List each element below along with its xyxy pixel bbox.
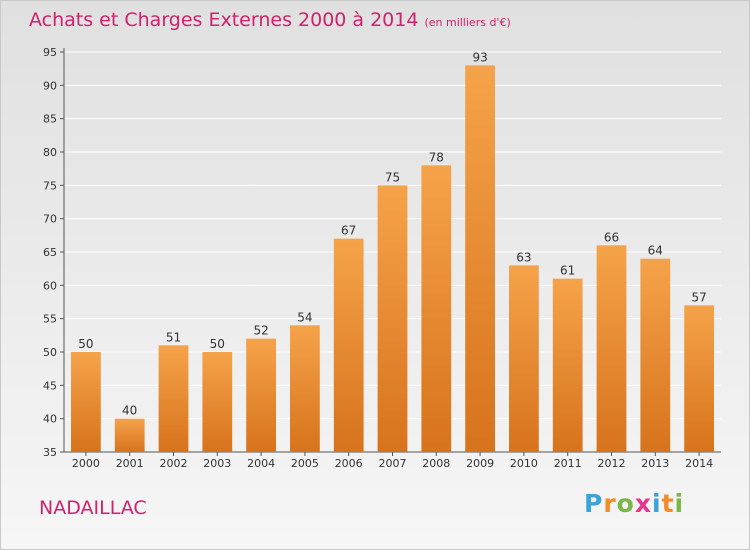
- tick-labels: 35 40 45 50 55 60 65 70 75 80 85 90 95 2000 2001 2002 20…: [43, 46, 713, 470]
- value-label-2003: 50: [210, 337, 225, 351]
- bar-2010: [509, 265, 539, 452]
- y-tick-label: 45: [43, 379, 57, 392]
- y-tick-label: 50: [43, 346, 57, 359]
- logo-letter: x: [634, 489, 652, 518]
- logo-letter: o: [616, 489, 635, 518]
- y-tick-label: 60: [43, 279, 57, 292]
- y-tick-label: 75: [43, 179, 57, 192]
- x-tick-label: 2005: [291, 457, 319, 470]
- x-tick-label: 2010: [510, 457, 538, 470]
- value-label-2007: 75: [385, 170, 400, 184]
- logo-letter: r: [603, 489, 617, 518]
- x-tick-label: 2011: [554, 457, 582, 470]
- y-tick-label: 55: [43, 313, 57, 326]
- logo-letter: P: [584, 489, 604, 518]
- value-label-2010: 63: [516, 250, 531, 264]
- value-label-2000: 50: [78, 337, 93, 351]
- x-tick-label: 2002: [160, 457, 188, 470]
- bar-2006: [333, 238, 364, 452]
- bar-2007: [377, 185, 408, 453]
- x-tick-label: 2013: [641, 457, 669, 470]
- bar-2004: [246, 338, 276, 452]
- x-tick-label: 2001: [116, 457, 144, 470]
- x-tick-label: 2009: [466, 457, 494, 470]
- proxiti-logo[interactable]: Proxiti: [584, 489, 684, 518]
- bar-2001: [114, 418, 145, 452]
- bar-2003: [202, 352, 233, 452]
- town-name: NADAILLAC: [39, 497, 147, 519]
- bars: [71, 65, 714, 453]
- value-label-2002: 51: [166, 330, 181, 344]
- y-tick-label: 80: [43, 146, 57, 159]
- y-tick-label: 90: [43, 79, 57, 92]
- value-label-2004: 52: [253, 324, 268, 338]
- y-tick-label: 95: [43, 46, 57, 59]
- bar-2012: [596, 245, 627, 452]
- value-labels: 50 40 51 50 52 54 67 75 78 93 63 61 66 64 57: [78, 50, 706, 417]
- value-label-2014: 57: [691, 290, 706, 304]
- logo-letter: i: [652, 489, 662, 518]
- bar-2000: [71, 352, 101, 452]
- bar-2008: [421, 165, 452, 453]
- logo-letter: i: [674, 489, 685, 518]
- value-label-2009: 93: [472, 50, 487, 64]
- x-tick-label: 2008: [422, 457, 450, 470]
- chart-title-text: Achats et Charges Externes 2000 à 2014: [29, 9, 419, 31]
- bar-2011: [552, 278, 583, 452]
- value-label-2013: 64: [648, 244, 663, 258]
- bar-2009: [465, 65, 495, 452]
- logo-letter: t: [661, 489, 675, 518]
- y-tick-label: 40: [43, 413, 57, 426]
- y-tick-label: 85: [43, 113, 57, 126]
- x-tick-label: 2006: [335, 457, 363, 470]
- bar-2005: [290, 325, 320, 452]
- y-tick-label: 35: [43, 446, 57, 459]
- chart-unit: (en milliers d'€): [424, 16, 511, 29]
- y-tick-label: 70: [43, 213, 57, 226]
- chart-title: Achats et Charges Externes 2000 à 2014 (e…: [29, 9, 511, 31]
- value-label-2012: 66: [604, 230, 619, 244]
- x-tick-label: 2007: [379, 457, 407, 470]
- value-label-2005: 54: [297, 310, 312, 324]
- x-tick-label: 2003: [203, 457, 231, 470]
- value-label-2011: 61: [560, 264, 575, 278]
- value-label-2008: 78: [429, 150, 444, 164]
- bar-2002: [158, 345, 189, 452]
- x-tick-label: 2014: [685, 457, 713, 470]
- y-tick-label: 65: [43, 246, 57, 259]
- value-label-2001: 40: [122, 404, 137, 418]
- x-tick-label: 2012: [598, 457, 626, 470]
- value-label-2006: 67: [341, 224, 356, 238]
- x-tick-label: 2004: [247, 457, 275, 470]
- bar-2013: [640, 258, 671, 452]
- x-tick-label: 2000: [72, 457, 100, 470]
- bar-2014: [684, 305, 714, 452]
